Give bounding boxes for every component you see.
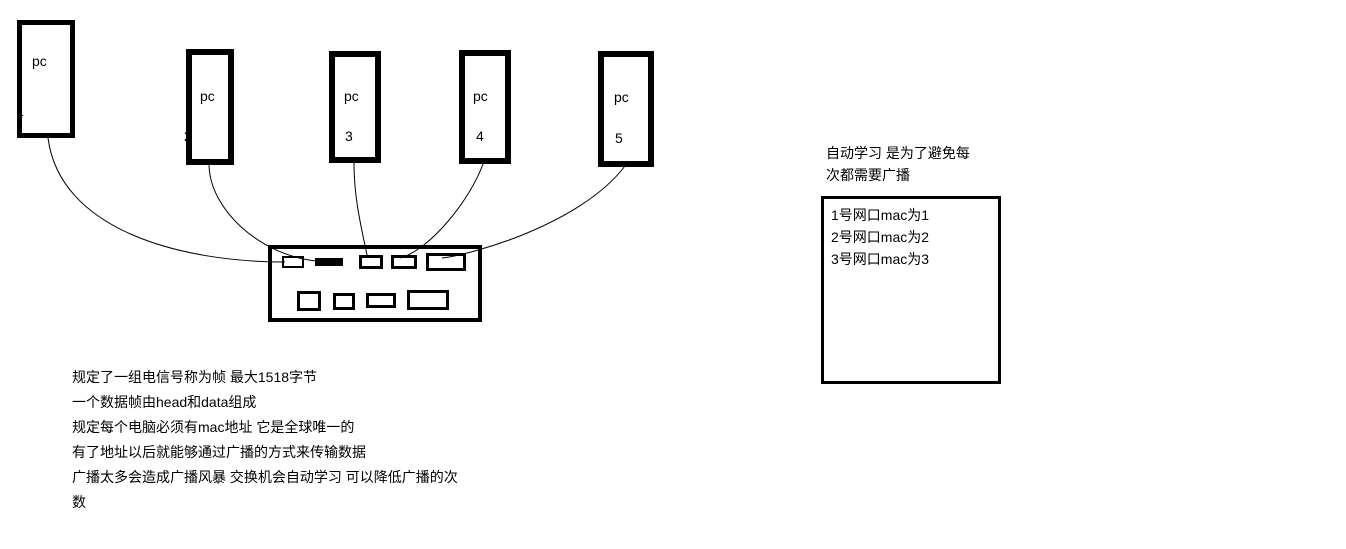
switch-port-2 xyxy=(315,258,343,266)
pc-number-1: 1 xyxy=(16,103,24,119)
notes-block: 规定了一组电信号称为帧 最大1518字节一个数据帧由head和data组成规定每… xyxy=(72,365,458,515)
mac-table-title-line-1: 自动学习 是为了避免每 xyxy=(826,142,970,164)
notes-line-5: 广播太多会造成广播风暴 交换机会自动学习 可以降低广播的次 xyxy=(72,465,458,490)
pc-number-2: 2 xyxy=(184,128,192,144)
pc-box-4 xyxy=(459,50,511,164)
pc-label-4: pc xyxy=(473,88,488,104)
switch-port-5 xyxy=(426,253,466,271)
pc-number-3: 3 xyxy=(345,128,353,144)
mac-table-row-2: 2号网口mac为2 xyxy=(831,227,929,247)
mac-table-title-line-2: 次都需要广播 xyxy=(826,164,970,186)
mac-table-title: 自动学习 是为了避免每次都需要广播 xyxy=(826,142,970,186)
wire-3 xyxy=(354,163,367,255)
mac-table-row-3: 3号网口mac为3 xyxy=(831,249,929,269)
pc-number-5: 5 xyxy=(615,130,623,146)
switch-port-1 xyxy=(282,256,304,268)
notes-line-4: 有了地址以后就能够通过广播的方式来传输数据 xyxy=(72,440,458,465)
pc-label-1: pc xyxy=(32,53,47,69)
notes-line-2: 一个数据帧由head和data组成 xyxy=(72,390,458,415)
wire-1 xyxy=(48,138,285,262)
pc-box-5 xyxy=(598,51,654,167)
switch-port-3 xyxy=(359,255,383,269)
pc-box-3 xyxy=(329,51,381,163)
notes-line-1: 规定了一组电信号称为帧 最大1518字节 xyxy=(72,365,458,390)
wire-4 xyxy=(400,164,483,258)
pc-label-5: pc xyxy=(614,89,629,105)
pc-box-1 xyxy=(17,20,75,138)
switch-port-4 xyxy=(391,255,417,269)
pc-label-3: pc xyxy=(344,88,359,104)
pc-box-2 xyxy=(186,49,234,165)
switch-port-7 xyxy=(333,293,355,310)
pc-number-4: 4 xyxy=(476,128,484,144)
diagram-stage: pc 1 pc 2 pc 3 pc 4 pc 5 规定了一组电信号称为帧 最大1518字节一个数据帧… xyxy=(0,0,1346,549)
pc-label-2: pc xyxy=(200,88,215,104)
notes-line-3: 规定每个电脑必须有mac地址 它是全球唯一的 xyxy=(72,415,458,440)
notes-line-6: 数 xyxy=(72,490,458,515)
switch-port-6 xyxy=(297,291,321,311)
mac-table-row-1: 1号网口mac为1 xyxy=(831,205,929,225)
switch-port-9 xyxy=(407,290,449,310)
switch-port-8 xyxy=(366,293,396,308)
